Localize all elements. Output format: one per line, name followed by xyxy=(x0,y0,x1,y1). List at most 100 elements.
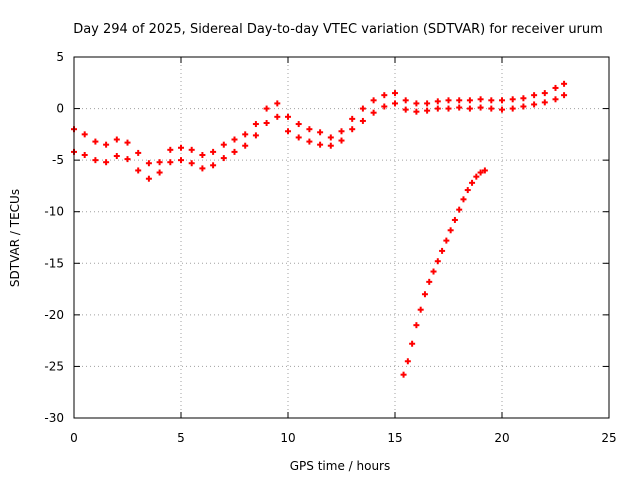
data-point xyxy=(156,169,163,176)
data-point xyxy=(124,156,131,163)
data-point xyxy=(135,149,142,156)
data-point xyxy=(447,227,454,234)
data-point xyxy=(188,160,195,167)
data-point xyxy=(317,129,324,136)
data-point xyxy=(231,136,238,143)
data-point xyxy=(178,144,184,151)
data-point xyxy=(242,131,249,138)
x-tick-label: 5 xyxy=(177,431,185,445)
data-point xyxy=(349,126,356,133)
data-point xyxy=(477,169,484,176)
data-point xyxy=(439,247,446,254)
data-point xyxy=(263,120,270,127)
y-tick-label: 0 xyxy=(56,102,64,116)
data-point xyxy=(327,142,334,149)
data-point xyxy=(499,106,505,113)
data-point xyxy=(488,97,495,104)
data-point xyxy=(274,100,281,107)
data-point xyxy=(402,106,409,113)
data-point xyxy=(113,153,120,160)
data-point xyxy=(124,139,131,146)
data-point xyxy=(370,97,377,104)
data-point xyxy=(424,107,431,114)
gridlines xyxy=(74,57,609,418)
data-point xyxy=(92,157,99,164)
data-point xyxy=(392,90,398,97)
data-point xyxy=(413,100,420,107)
data-point xyxy=(338,128,345,135)
data-points xyxy=(71,80,568,378)
data-point xyxy=(359,105,366,112)
data-point xyxy=(541,99,548,106)
data-point xyxy=(252,132,259,139)
data-point xyxy=(531,92,538,99)
data-point xyxy=(531,101,538,108)
x-tick-label: 10 xyxy=(280,431,295,445)
data-point xyxy=(460,196,467,203)
data-point xyxy=(317,141,324,148)
data-point xyxy=(445,105,452,112)
data-point xyxy=(92,138,99,145)
data-point xyxy=(145,160,152,167)
data-point xyxy=(481,167,488,174)
data-point xyxy=(520,103,527,110)
data-point xyxy=(113,136,120,143)
data-point xyxy=(402,97,409,104)
data-point xyxy=(477,96,484,103)
data-point xyxy=(552,84,559,91)
data-point xyxy=(156,159,163,166)
data-point xyxy=(167,159,174,166)
data-point xyxy=(381,92,388,99)
data-point xyxy=(220,141,227,148)
y-tick-label: -25 xyxy=(44,359,64,373)
data-point xyxy=(381,103,388,110)
x-axis-label: GPS time / hours xyxy=(290,459,391,473)
data-point xyxy=(81,151,88,158)
data-point xyxy=(413,108,420,115)
data-point xyxy=(426,278,433,285)
data-point xyxy=(327,134,334,141)
data-point xyxy=(552,96,559,103)
data-point xyxy=(231,148,238,155)
data-point xyxy=(220,155,227,162)
data-point xyxy=(451,216,458,223)
data-point xyxy=(263,105,270,112)
data-point xyxy=(404,358,411,365)
data-point xyxy=(242,142,249,149)
data-point xyxy=(445,97,452,104)
data-point xyxy=(464,187,471,194)
data-point xyxy=(499,97,505,104)
x-tick-label: 15 xyxy=(387,431,402,445)
y-tick-label: -15 xyxy=(44,256,64,270)
data-point xyxy=(103,159,110,166)
data-point xyxy=(252,121,259,128)
data-point xyxy=(417,306,424,313)
data-point xyxy=(469,179,476,186)
data-point xyxy=(167,146,174,153)
data-point xyxy=(103,141,110,148)
y-tick-label: -10 xyxy=(44,205,64,219)
data-point xyxy=(430,268,437,275)
data-point xyxy=(274,113,281,120)
data-point xyxy=(434,258,441,265)
data-point xyxy=(392,100,398,107)
data-point xyxy=(359,117,366,124)
data-point xyxy=(295,121,302,128)
data-point xyxy=(456,97,463,104)
data-point xyxy=(561,92,568,99)
data-point xyxy=(178,157,184,164)
chart-title: Day 294 of 2025, Sidereal Day-to-day VTE… xyxy=(73,22,603,37)
data-point xyxy=(135,167,142,174)
data-point xyxy=(81,131,88,138)
data-point xyxy=(285,128,291,135)
data-point xyxy=(466,97,473,104)
data-point xyxy=(338,137,345,144)
data-point xyxy=(199,151,206,158)
data-point xyxy=(509,96,516,103)
data-point xyxy=(285,113,291,120)
data-point xyxy=(409,340,416,347)
data-point xyxy=(295,134,302,141)
data-point xyxy=(306,138,313,145)
data-point xyxy=(473,173,480,180)
data-point xyxy=(509,105,516,112)
